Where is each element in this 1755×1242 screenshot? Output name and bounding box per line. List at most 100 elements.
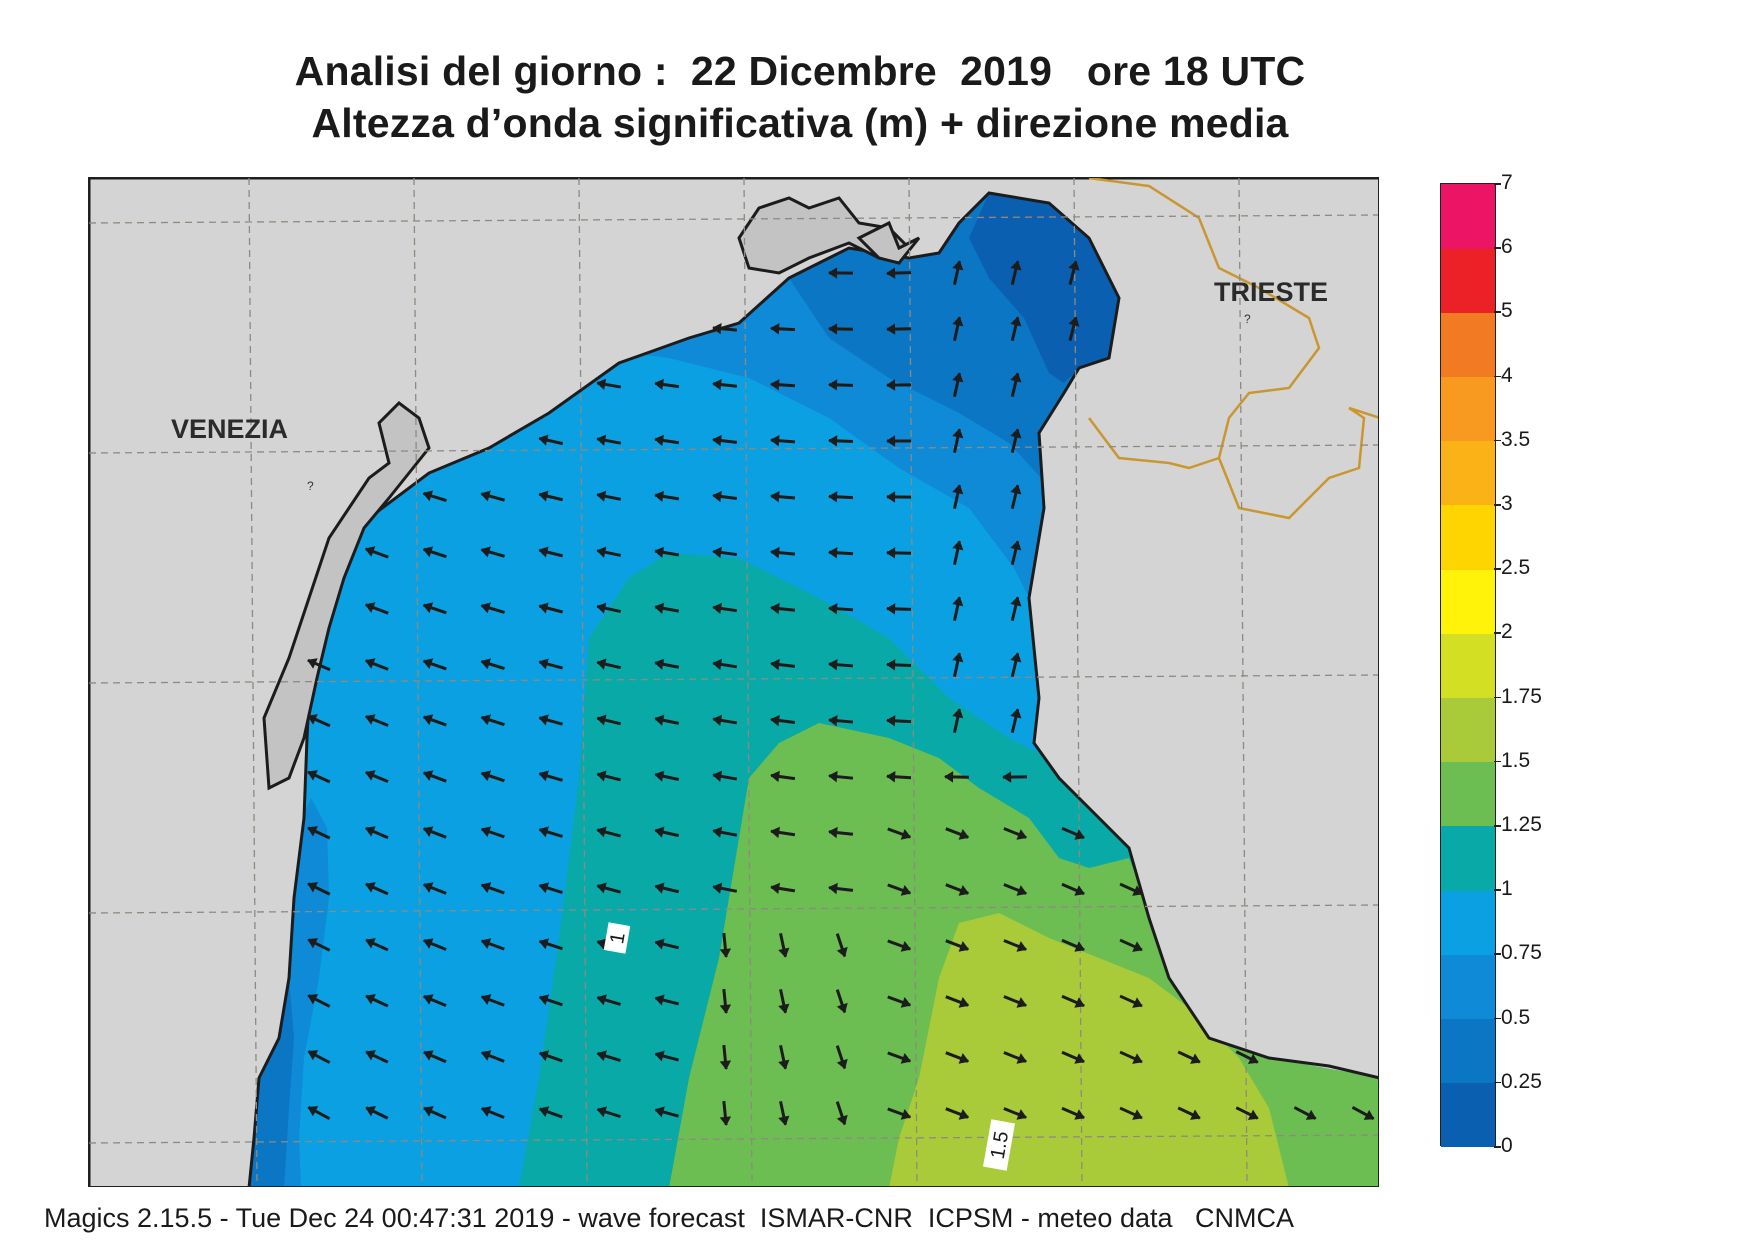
arrow-head [719,1116,732,1126]
arrow-head [1010,652,1022,663]
arrow-head [712,490,722,503]
legend-label: 6 [1501,235,1513,259]
legend-tick [1494,439,1501,442]
arrow-head [712,378,722,391]
arrow-head [596,602,607,614]
arrow-head [900,996,912,1008]
arrow-head [828,603,838,615]
arrow-head [423,938,434,949]
arrow-head [770,546,780,559]
arrow-head [1016,1109,1027,1120]
arrow-head [958,997,970,1008]
arrow-head [365,770,376,781]
arrow-head [952,372,964,383]
arrow-head [654,882,665,894]
arrow-head [958,1109,970,1120]
arrow-head [365,882,376,893]
arrow-head [1016,997,1027,1008]
legend-label: 1.5 [1501,748,1531,772]
legend-label: 2.5 [1501,556,1531,580]
arrow-head [1074,997,1085,1008]
city-label-trieste: TRIESTE [1214,277,1328,307]
arrow-head [836,1058,848,1070]
svg-text:1: 1 [606,931,630,946]
arrow-head [596,994,607,1006]
arrow-head [480,826,492,838]
arrow-head [770,882,781,895]
arrow-head [828,826,838,839]
legend-label: 0.25 [1501,1069,1542,1093]
arrow-head [1132,885,1143,896]
arrow-head [654,938,665,950]
legend-band [1441,312,1495,378]
arrow-head [1002,771,1012,783]
arrow-head [1190,1053,1201,1064]
legend-label: 1.25 [1501,813,1542,836]
arrow-head [307,714,318,725]
arrow-head [1247,1053,1259,1064]
arrow-head [596,714,607,726]
arrow-head [365,1050,376,1061]
city-label-venezia: VENEZIA [171,414,288,444]
legend-tick [1494,375,1501,378]
lagoon-island [737,196,912,275]
arrow-head [900,1052,912,1064]
arrow-head [365,994,376,1005]
arrow-head [770,770,780,783]
arrow-head [480,490,491,502]
meridian-line [743,178,753,1186]
arrow-head [480,602,491,614]
legend-band [1441,1082,1495,1148]
arrow-head [422,546,434,558]
meridian-line [1238,178,1248,1186]
arrow-head [307,826,318,837]
arrow-head [1074,829,1085,840]
arrow-head [307,994,319,1005]
arrow-head [712,546,722,559]
meridian-line [248,178,258,1186]
arrow-head [422,882,434,893]
arrow-head [828,323,838,335]
arrow-head [828,658,838,671]
arrow-head [836,1114,848,1126]
arrow-head [654,994,665,1006]
arrow-head [480,658,491,670]
arrow-head [654,826,665,838]
arrow-head [770,379,780,391]
contour-label-1: 1 [603,922,631,954]
map-subtitle: Altezza d’onda significativa (m) + direz… [311,100,1289,146]
legend-tick [1494,696,1501,699]
arrow-head [1074,1053,1085,1064]
contour-label-1.5: 1.5 [983,1119,1015,1171]
venezia-marker: VENEZIA ? [171,414,314,493]
arrow-head [654,434,664,447]
arrow-head [538,994,550,1006]
arrow-head [1247,1109,1259,1120]
legend-tick [1494,1017,1501,1020]
arrow-head [886,771,896,783]
arrow-head [596,882,607,894]
arrow-head [423,1050,434,1061]
arrow-head [1016,885,1027,896]
meridian-line [413,178,423,1186]
arrow-head [1016,1053,1027,1064]
arrow-head [952,316,964,327]
arrow-head [770,490,780,503]
arrow-head [654,770,665,782]
arrow-head [1016,829,1027,840]
arrow-head [1132,1053,1143,1064]
arrow-head [480,994,492,1005]
arrow-head [828,714,838,727]
venice-lagoon [262,401,431,791]
arrow-head [423,994,434,1005]
arrow-head [836,1002,848,1014]
map-title: Analisi del giorno : 22 Dicembre 2019 or… [294,48,1306,94]
legend-tick [1494,760,1501,763]
arrow-head [712,882,723,894]
arrow-head [886,379,896,391]
arrow-head [422,602,434,614]
legend-band [1441,761,1495,827]
arrow-head [596,434,607,446]
arrow-head [480,1106,492,1117]
footer-credits: Magics 2.15.5 - Tue Dec 24 00:47:31 2019… [44,1203,1295,1233]
